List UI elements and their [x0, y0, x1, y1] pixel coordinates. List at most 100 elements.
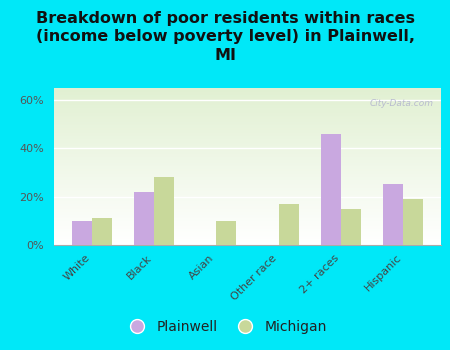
Bar [54, 239, 441, 240]
Bar [54, 103, 441, 105]
Bar [54, 120, 441, 122]
Bar [54, 244, 441, 245]
Bar [54, 154, 441, 155]
Bar [54, 204, 441, 206]
Bar [54, 168, 441, 169]
Bar [54, 195, 441, 196]
Bar [54, 114, 441, 116]
Bar [54, 110, 441, 111]
Bar [54, 111, 441, 113]
Text: Breakdown of poor residents within races
(income below poverty level) in Plainwe: Breakdown of poor residents within races… [36, 10, 414, 63]
Bar [54, 92, 441, 94]
Bar [54, 127, 441, 128]
Bar [54, 155, 441, 157]
Bar [54, 91, 441, 92]
Bar [54, 218, 441, 220]
Bar [54, 144, 441, 146]
Bar [54, 215, 441, 217]
Bar [54, 234, 441, 236]
Bar [54, 124, 441, 125]
Bar [54, 122, 441, 124]
Bar [54, 187, 441, 188]
Bar [404, 199, 423, 245]
Bar [54, 88, 441, 89]
Bar [54, 199, 441, 201]
Bar [54, 198, 441, 199]
Bar [54, 231, 441, 232]
Bar [54, 125, 441, 127]
Bar [134, 192, 154, 245]
Bar [383, 184, 404, 245]
Bar [54, 171, 441, 173]
Bar [54, 206, 441, 207]
Bar [54, 141, 441, 143]
Bar [54, 143, 441, 144]
Bar [54, 161, 441, 163]
Bar [54, 150, 441, 152]
Bar [54, 217, 441, 218]
Bar [54, 173, 441, 174]
Bar [54, 147, 441, 149]
Bar [54, 106, 441, 108]
Legend: Plainwell, Michigan: Plainwell, Michigan [117, 314, 333, 340]
Bar [72, 221, 91, 245]
Bar [321, 134, 341, 245]
Bar [54, 128, 441, 130]
Bar [54, 133, 441, 135]
Bar [54, 119, 441, 120]
Bar [54, 236, 441, 237]
Bar [54, 135, 441, 136]
Bar [54, 130, 441, 132]
Bar [54, 179, 441, 181]
Bar [54, 214, 441, 215]
Bar [54, 176, 441, 177]
Bar [54, 242, 441, 244]
Bar [216, 221, 236, 245]
Bar [54, 181, 441, 182]
Bar [54, 222, 441, 223]
Bar [54, 157, 441, 158]
Bar [54, 105, 441, 106]
Bar [54, 138, 441, 139]
Bar [54, 113, 441, 114]
Bar [54, 196, 441, 198]
Bar [54, 140, 441, 141]
Bar [54, 108, 441, 110]
Bar [54, 165, 441, 166]
Bar [54, 174, 441, 176]
Bar [54, 229, 441, 231]
Bar [54, 240, 441, 242]
Bar [54, 212, 441, 214]
Bar [54, 89, 441, 91]
Bar [154, 177, 174, 245]
Bar [54, 169, 441, 171]
Bar [54, 146, 441, 147]
Bar [54, 95, 441, 97]
Bar [54, 99, 441, 100]
Bar [91, 218, 112, 245]
Bar [54, 136, 441, 138]
Bar [54, 223, 441, 225]
Bar [54, 207, 441, 209]
Bar [54, 182, 441, 183]
Bar [54, 163, 441, 165]
Bar [54, 160, 441, 161]
Bar [341, 209, 361, 245]
Bar [54, 232, 441, 234]
Bar [279, 204, 299, 245]
Bar [54, 225, 441, 226]
Bar [54, 209, 441, 210]
Bar [54, 185, 441, 187]
Bar [54, 97, 441, 99]
Bar [54, 100, 441, 102]
Bar [54, 166, 441, 168]
Bar [54, 94, 441, 95]
Bar [54, 149, 441, 150]
Bar [54, 220, 441, 222]
Bar [54, 116, 441, 117]
Bar [54, 188, 441, 190]
Bar [54, 118, 441, 119]
Bar [54, 201, 441, 202]
Bar [54, 210, 441, 212]
Bar [54, 228, 441, 229]
